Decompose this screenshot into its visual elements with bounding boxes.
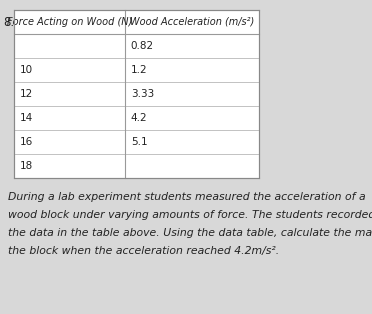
Text: During a lab experiment students measured the acceleration of a: During a lab experiment students measure…: [9, 192, 366, 202]
Text: 8.: 8.: [3, 16, 14, 29]
Bar: [14, 10, 259, 178]
Text: 3.33: 3.33: [131, 89, 154, 99]
Text: 14: 14: [20, 113, 33, 123]
Text: 5.1: 5.1: [131, 137, 147, 147]
Text: Wood Acceleration (m/s²): Wood Acceleration (m/s²): [130, 17, 254, 27]
Text: 18: 18: [20, 161, 33, 171]
Text: 12: 12: [20, 89, 33, 99]
Text: 0.82: 0.82: [131, 41, 154, 51]
Text: Force Acting on Wood (N): Force Acting on Wood (N): [7, 17, 132, 27]
Text: 16: 16: [20, 137, 33, 147]
Text: 4.2: 4.2: [131, 113, 147, 123]
Text: 1.2: 1.2: [131, 65, 147, 75]
Text: the data in the table above. Using the data table, calculate the mass of: the data in the table above. Using the d…: [9, 228, 372, 238]
Text: the block when the acceleration reached 4.2m/s².: the block when the acceleration reached …: [9, 246, 280, 256]
Text: wood block under varying amounts of force. The students recorded: wood block under varying amounts of forc…: [9, 210, 372, 220]
Text: 10: 10: [20, 65, 33, 75]
